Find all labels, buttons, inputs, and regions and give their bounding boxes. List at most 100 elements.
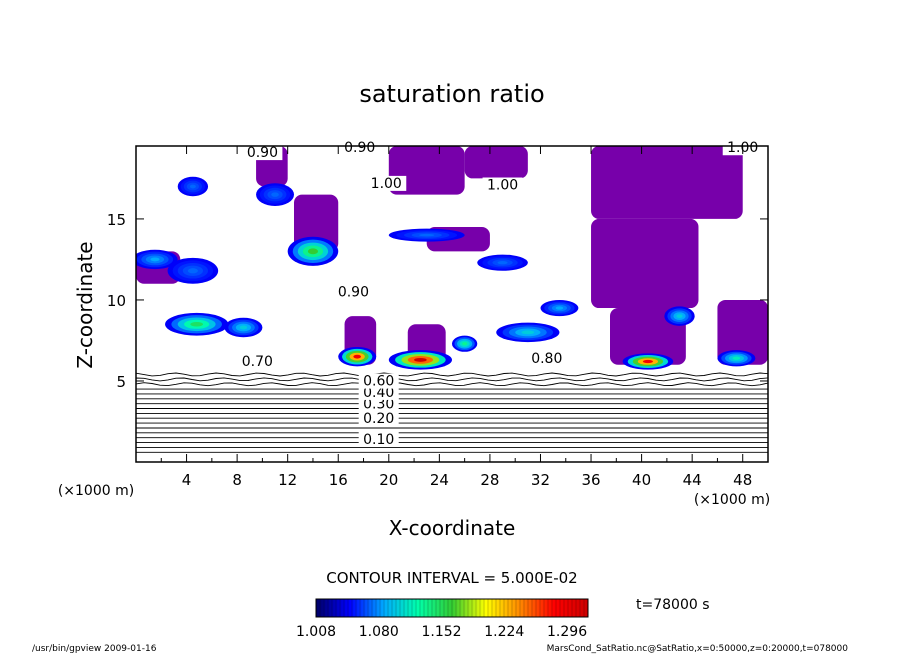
saturated-region [610, 308, 686, 365]
saturated-region [591, 218, 699, 309]
x-tick-label: 44 [683, 471, 702, 489]
contour-label: 1.00 [482, 177, 523, 194]
cloud-blob [388, 350, 452, 370]
cloud-blob-layer-4 [419, 233, 435, 237]
cloud-blob-layer-4 [271, 192, 279, 197]
cloud-blob-layer-4 [676, 314, 683, 319]
contour-label-bg [242, 145, 283, 161]
x-unit-note: (×1000 m) [694, 492, 770, 508]
colorbar-tick-label: 1.224 [484, 624, 524, 640]
contour-label: 0.10 [358, 431, 399, 448]
contour-line-layer [136, 372, 768, 453]
contour-label: 0.80 [526, 350, 567, 367]
cloud-blob-layer-4 [239, 325, 248, 330]
x-tick-label: 20 [379, 471, 398, 489]
cloud-blob [540, 299, 579, 317]
x-axis-ticks: 4 8 12 16 20 24 28 32 36 40 44 48 [160, 146, 752, 489]
cloud-blob-layer [136, 176, 756, 370]
contour-label-layer: 0.10 0.200.300.400.60 0.70 0.80 0.90 0.90 0.90… [237, 140, 763, 448]
cloud-blob [287, 236, 339, 266]
contour-label-text: 0.70 [242, 354, 273, 370]
cloud-blob [224, 317, 263, 338]
cloud-blob-layer-4 [521, 330, 535, 335]
contour-label-text: 0.60 [363, 374, 394, 390]
colorbar-tick-label: 1.152 [421, 624, 461, 640]
contour-line [136, 372, 768, 377]
x-tick-label: 48 [733, 471, 752, 489]
cloud-blob-layer-4 [353, 354, 361, 359]
x-tick-label: 16 [329, 471, 348, 489]
contour-label-text: 0.90 [338, 284, 369, 300]
cloud-blob [452, 335, 478, 352]
x-tick-label: 12 [278, 471, 297, 489]
cloud-blob [136, 249, 178, 270]
y-tick-label: 15 [107, 211, 126, 229]
chart-title: saturation ratio [359, 80, 544, 108]
contour-label-bg [333, 284, 374, 300]
contour-line [136, 382, 768, 387]
colorbar-tick-labels: 1.008 1.080 1.152 1.224 1.296 [296, 624, 587, 640]
saturated-region-layer [136, 146, 768, 365]
contour-label-bg [358, 384, 399, 400]
saturated-region [591, 146, 743, 219]
x-tick-label: 4 [182, 471, 192, 489]
x-axis-label: X-coordinate [389, 516, 516, 540]
cloud-blob-layer-4 [150, 257, 160, 262]
contour-label-bg [526, 350, 567, 366]
cloud-blob-layer-4 [497, 261, 508, 265]
time-text: t=78000 s [636, 597, 710, 613]
contour-label-text: 0.80 [531, 351, 562, 367]
cloud-blob-layer-4 [414, 357, 427, 362]
contour-label: 0.70 [237, 354, 278, 370]
cloud-blob-layer-4 [642, 359, 653, 364]
y-unit-note: (×1000 m) [58, 483, 134, 499]
contour-label: 0.90 [333, 284, 374, 300]
saturated-region [294, 194, 339, 252]
cloud-blob-layer-4 [462, 342, 468, 346]
contour-label-bg [358, 396, 399, 412]
contour-line [136, 377, 768, 382]
contour-label-bg [366, 175, 407, 191]
contour-label-text: 0.40 [363, 385, 394, 401]
saturated-region [464, 146, 528, 179]
plot-area: 0.10 0.200.300.400.60 0.70 0.80 0.90 0.90 0.90… [135, 140, 769, 463]
colorbar-tick-label: 1.080 [359, 624, 399, 640]
colorbar-tick-label: 1.008 [296, 624, 336, 640]
contour-label-text: 0.10 [363, 432, 394, 448]
footer-right: MarsCond_SatRatio.nc@SatRatio,x=0:50000,… [547, 644, 849, 654]
contour-label-bg [358, 373, 399, 389]
contour-label-text: 0.20 [363, 411, 394, 427]
cloud-blob [338, 346, 377, 367]
cloud-blob [256, 183, 294, 206]
cloud-blob [622, 353, 674, 370]
contour-label-bg [237, 354, 278, 370]
contour-label: 0.90 [339, 140, 380, 156]
contour-label-text: 1.00 [371, 176, 402, 192]
y-tick-label: 5 [116, 373, 126, 391]
cloud-blob-layer-4 [307, 248, 319, 255]
footer-left: /usr/bin/gpview 2009-01-16 [32, 644, 157, 654]
colorbar-tick-label: 1.296 [547, 624, 587, 640]
saturated-region [388, 146, 465, 195]
contour-label-bg [339, 140, 380, 156]
contour-label-text: 0.90 [247, 145, 278, 161]
contour-label-text: 0.90 [344, 140, 375, 156]
cloud-blob-layer-4 [732, 356, 741, 360]
cloud-blob [165, 312, 229, 336]
contour-label: 0.20 [358, 410, 399, 427]
x-tick-label: 32 [531, 471, 550, 489]
contour-interval-text: CONTOUR INTERVAL = 5.000E-02 [326, 569, 577, 587]
x-tick-label: 24 [430, 471, 449, 489]
colorbar: 1.008 1.080 1.152 1.224 1.296 [296, 598, 589, 640]
contour-label-text: 0.30 [363, 396, 394, 412]
contour-label: 0.30 [358, 396, 399, 412]
cloud-blob-layer-4 [189, 184, 196, 189]
contour-label-bg [482, 177, 523, 193]
cloud-blob [167, 257, 219, 284]
contour-label-bg [358, 410, 399, 426]
contour-label-bg [358, 431, 399, 447]
contour-label: 1.00 [366, 175, 407, 192]
cloud-blob [477, 254, 528, 271]
cloud-blob-layer-4 [190, 321, 203, 327]
